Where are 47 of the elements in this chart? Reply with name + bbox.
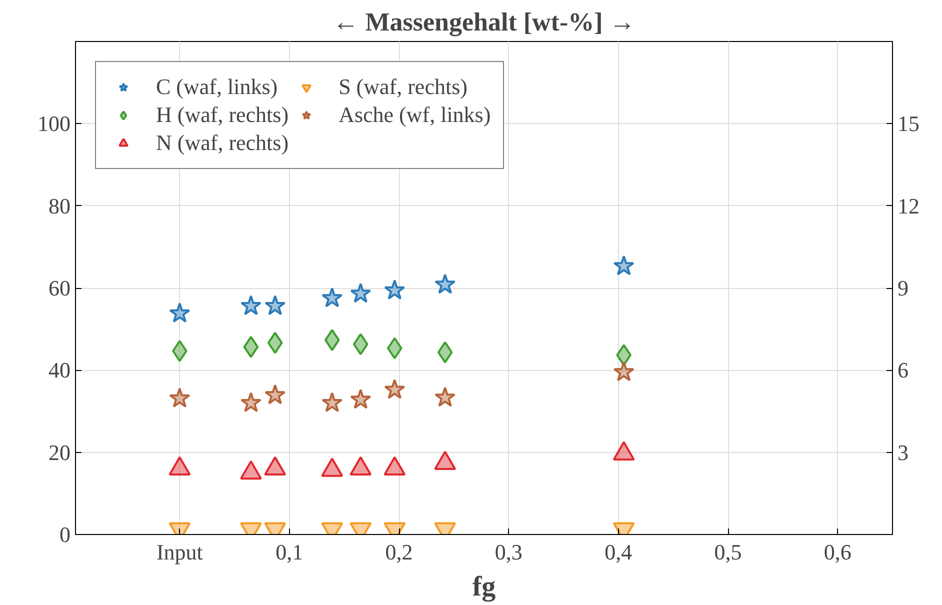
point — [613, 255, 634, 276]
x-tick-label: 0,5 — [714, 540, 742, 564]
point — [243, 336, 259, 358]
legend-label: N (waf, rechts) — [156, 130, 289, 156]
point — [350, 282, 372, 303]
y2-tick-label: 6 — [898, 358, 908, 383]
point — [240, 392, 262, 412]
x-tick-label: 0,6 — [824, 540, 852, 564]
point — [240, 295, 262, 316]
x-tick-label: 0,3 — [494, 540, 522, 564]
point — [264, 384, 286, 404]
point — [384, 378, 406, 399]
chart-title: ← Massengehalt [wt-%] → — [332, 8, 636, 36]
legend-label: Asche (wf, links) — [338, 102, 491, 128]
point — [267, 332, 283, 354]
legend-label: H (waf, rechts) — [156, 102, 289, 128]
point — [169, 388, 190, 408]
point — [434, 386, 456, 407]
y2-tick-label: 9 — [898, 276, 908, 300]
point — [264, 295, 286, 316]
x-tick-label: 0,4 — [604, 540, 632, 564]
point — [434, 274, 456, 294]
legend-label: S (waf, rechts) — [338, 74, 468, 100]
y-tick-label: 0 — [60, 522, 70, 547]
y2-tick-label: 15 — [898, 111, 920, 136]
y-tick-label: 80 — [48, 193, 70, 218]
point — [386, 337, 402, 360]
point — [324, 329, 340, 352]
y-tick-label: 20 — [48, 440, 70, 465]
x-tick-label: 0,1 — [276, 540, 304, 564]
point — [350, 388, 372, 409]
point — [384, 279, 406, 300]
point — [322, 287, 343, 308]
x-tick-label: Input — [156, 540, 203, 564]
x-tick-label: 0,2 — [385, 540, 413, 564]
point — [322, 392, 343, 412]
y2-tick-label: 3 — [898, 440, 908, 465]
point — [169, 302, 190, 323]
legend-label: C (waf, links) — [156, 74, 278, 100]
point — [613, 361, 634, 382]
y-tick-label: 40 — [48, 358, 70, 383]
y2-tick-label: 12 — [898, 193, 920, 218]
point — [437, 341, 453, 364]
x-axis-title: fg — [472, 572, 496, 602]
y-tick-label: 60 — [48, 276, 70, 300]
y-tick-label: 100 — [38, 111, 70, 136]
point — [352, 333, 368, 356]
